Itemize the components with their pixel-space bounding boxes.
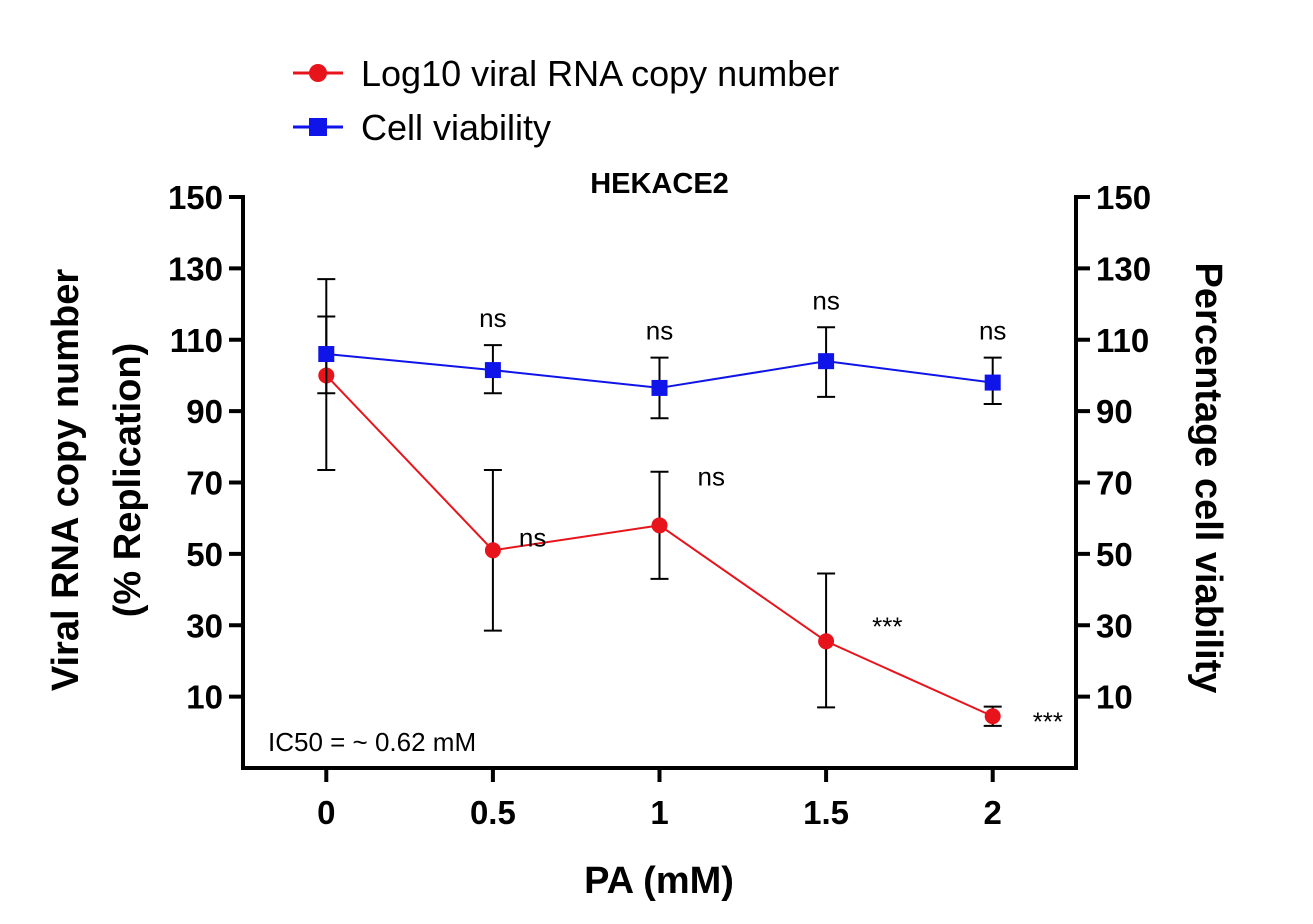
data-point [818, 633, 835, 650]
right-axis-ticks: 10 30 50 70 90 110 130 150 [1076, 179, 1151, 716]
x-tick-label: 2 [984, 794, 1002, 831]
significance-label: *** [872, 611, 902, 641]
x-axis-ticks: 0 0.5 1 1.5 2 [317, 768, 1002, 831]
significance-label: ns [698, 461, 725, 491]
significance-label: ns [479, 303, 506, 333]
x-axis-title: PA (mM) [584, 860, 734, 902]
significance-label: ns [646, 316, 673, 346]
left-tick-label: 70 [186, 465, 223, 502]
series-layer: ns ns *** *** ns ns ns ns [317, 278, 1063, 736]
left-axis-title-line: Viral RNA copy number [45, 269, 87, 692]
right-tick-label: 30 [1096, 607, 1133, 644]
left-tick-label: 10 [186, 679, 223, 716]
right-tick-label: 10 [1096, 679, 1133, 716]
left-tick-label: 130 [168, 250, 223, 287]
series-cell-viability: ns ns ns ns [317, 278, 1006, 420]
x-tick-label: 0.5 [470, 794, 516, 831]
right-tick-label: 150 [1096, 179, 1151, 216]
right-tick-label: 130 [1096, 250, 1151, 287]
data-point [651, 517, 668, 534]
right-axis-title: Percentage cell viability [1187, 263, 1229, 694]
x-tick-label: 0 [317, 794, 335, 831]
data-point [984, 708, 1001, 725]
legend-item: Log10 viral RNA copy number [293, 53, 839, 94]
legend: Log10 viral RNA copy number Cell viabilit… [293, 53, 839, 148]
x-tick-label: 1 [650, 794, 668, 831]
left-axis-title-line: (% Replication) [107, 343, 149, 617]
left-tick-label: 50 [186, 536, 223, 573]
significance-label: ns [519, 522, 546, 552]
left-tick-label: 90 [186, 393, 223, 430]
series-viral-rna: ns ns *** *** [317, 315, 1063, 736]
right-tick-label: 50 [1096, 536, 1133, 573]
chart-title: HEKACE2 [590, 168, 729, 200]
legend-item: Cell viability [293, 107, 551, 148]
left-tick-label: 150 [168, 179, 223, 216]
data-point [484, 362, 501, 379]
right-tick-label: 70 [1096, 465, 1133, 502]
left-tick-label: 110 [170, 322, 223, 359]
right-tick-label: 110 [1096, 322, 1149, 359]
data-point [818, 353, 835, 370]
significance-label: ns [979, 316, 1006, 346]
legend-label: Log10 viral RNA copy number [361, 53, 839, 94]
left-axis-title: Viral RNA copy number (% Replication) [45, 269, 149, 692]
left-axis-ticks: 10 30 50 70 90 110 130 150 [168, 179, 243, 716]
significance-label: *** [1033, 706, 1063, 736]
left-tick-label: 30 [186, 607, 223, 644]
data-point [484, 542, 501, 559]
data-point [651, 379, 668, 396]
data-point [984, 374, 1001, 391]
ic50-annotation: IC50 = ~ 0.62 mM [268, 727, 476, 757]
significance-label: ns [812, 285, 839, 315]
legend-marker [309, 64, 327, 82]
right-tick-label: 90 [1096, 393, 1133, 430]
legend-label: Cell viability [361, 107, 551, 148]
legend-marker [309, 118, 327, 136]
x-tick-label: 1.5 [803, 794, 849, 831]
data-point [318, 346, 335, 363]
